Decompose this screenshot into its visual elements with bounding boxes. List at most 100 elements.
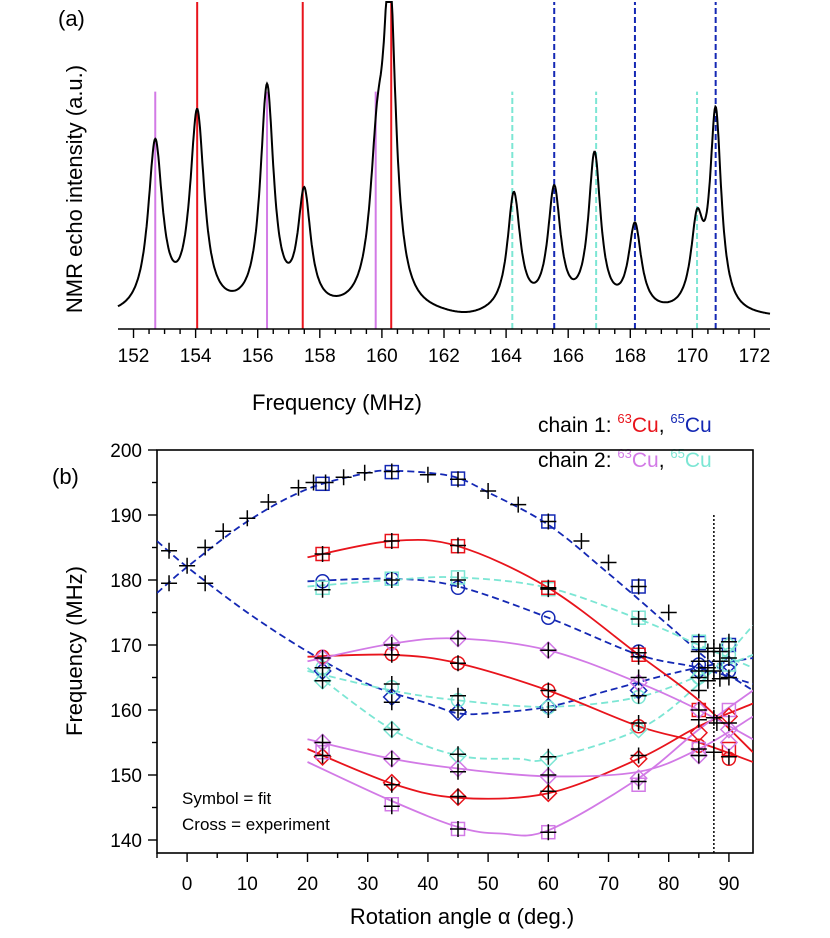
experiment-cross — [383, 572, 400, 588]
experiment-cross — [711, 653, 728, 670]
fit-curve-chain2_65Cu-3 — [307, 576, 753, 669]
panel-b-x-tick-label: 20 — [297, 874, 318, 895]
panel-a-label: (a) — [58, 6, 85, 31]
experiment-cross — [450, 702, 467, 718]
fit-curve-chain2_63Cu-9 — [307, 637, 753, 741]
experiment-cross — [711, 670, 728, 687]
cross-note: Cross = experiment — [182, 815, 330, 834]
experiment-cross — [630, 578, 647, 595]
experiment-cross — [540, 702, 557, 718]
panel-b-x-tick-label: 60 — [538, 874, 559, 895]
experiment-cross — [335, 469, 352, 486]
fit-symbol-diamond-chain2_63Cu — [719, 720, 739, 739]
fit-symbol-diamond-chain2_65Cu — [448, 746, 468, 765]
spectrum-stick-lines — [154, 2, 717, 329]
experiment-cross — [600, 554, 617, 571]
panel-b-y-tick-label: 160 — [110, 701, 142, 722]
fit-symbol-diamond-chain2_63Cu — [382, 749, 401, 768]
experiment-cross — [215, 523, 232, 540]
legend-chain2-prefix: chain 2: — [538, 449, 617, 472]
panel-a-x-tick-label: 152 — [118, 346, 150, 367]
experiment-cross — [450, 655, 467, 672]
panel-b-y-tick-label: 150 — [110, 766, 142, 787]
experiment-cross — [540, 748, 557, 765]
experiment-cross — [383, 646, 400, 663]
experiment-cross — [314, 734, 331, 751]
experiment-cross — [720, 633, 737, 650]
panel-b-y-tick-label: 200 — [110, 441, 142, 462]
experiment-cross — [630, 747, 647, 764]
panel-a-x-tick-label: 166 — [552, 346, 584, 367]
fit-symbols — [313, 464, 739, 840]
panel-b-y-tick-label: 180 — [110, 571, 142, 592]
panel-b-x-tick-label: 10 — [237, 874, 258, 895]
experiment-cross — [419, 466, 436, 483]
panel-b-y-ticks: 140 150 160 170 180 190 200 — [110, 441, 157, 852]
panel-a-x-tick-label: 168 — [614, 346, 646, 367]
experiment-cross — [540, 513, 557, 530]
experiment-cross — [383, 533, 400, 549]
panel-b-x-tick-label: 50 — [478, 874, 499, 895]
experiment-cross — [450, 471, 467, 488]
experiment-cross — [573, 533, 590, 549]
experiment-crosses — [161, 463, 737, 841]
panel-a-x-tick-label: 164 — [490, 346, 522, 367]
experiment-cross — [383, 721, 400, 738]
panel-b-y-tick-label: 170 — [110, 636, 142, 657]
experiment-cross — [239, 510, 256, 527]
experiment-cross — [708, 715, 725, 731]
panel-a-x-tick-label: 170 — [677, 346, 709, 367]
panel-b-x-tick-label: 0 — [182, 874, 193, 895]
fit-curve-chain2_63Cu-10 — [307, 715, 753, 778]
experiment-cross — [314, 650, 331, 666]
experiment-cross — [510, 496, 527, 513]
experiment-cross — [314, 581, 331, 598]
legend-chain1: chain 1: 63Cu, 65Cu — [538, 411, 712, 437]
fit-symbol-square-chain1_65Cu — [315, 476, 330, 492]
experiment-cross — [630, 611, 647, 627]
panel-b-plot-frame — [156, 449, 754, 854]
experiment-cross — [540, 767, 557, 783]
legend-chain1-iso65: 65 — [670, 411, 684, 426]
legend: chain 1: 63Cu, 65Cu chain 2: 63Cu, 65Cu — [538, 411, 712, 472]
fit-symbol-diamond-chain2_65Cu — [313, 671, 332, 690]
fit-symbol-diamond-chain1_63Cu — [448, 787, 468, 807]
panel-b-x-tick-label: 90 — [718, 874, 739, 895]
panel-a-x-tick-label: 154 — [180, 346, 212, 367]
panel-b-x-axis-label: Rotation angle α (deg.) — [350, 904, 574, 929]
experiment-cross — [720, 669, 737, 686]
fit-curve-chain1_65Cu-1 — [157, 540, 753, 716]
experiment-cross — [540, 783, 557, 800]
fit-symbol-diamond-chain2_63Cu — [689, 746, 709, 765]
experiment-cross — [630, 648, 647, 665]
experiment-cross — [540, 824, 557, 841]
panel-a-y-axis-label: NMR echo intensity (a.u.) — [62, 65, 87, 313]
nmr-spectrum-line — [117, 1, 771, 315]
experiment-cross — [450, 788, 467, 805]
experiment-cross — [383, 776, 400, 793]
legend-chain2-el65: Cu — [685, 449, 712, 472]
panel-b-y-axis-label: Frequency (MHz) — [62, 566, 87, 736]
legend-chain2-iso63: 63 — [617, 446, 631, 461]
experiment-cross — [630, 715, 647, 731]
legend-chain1-prefix: chain 1: — [538, 414, 617, 437]
experiment-cross — [540, 642, 557, 659]
experiment-cross — [197, 575, 214, 592]
experiment-cross — [540, 581, 557, 598]
experiment-cross — [450, 746, 467, 763]
panel-a-x-tick-label: 162 — [428, 346, 460, 367]
fit-curve-chain2_63Cu-11 — [307, 689, 753, 837]
experiment-cross — [630, 773, 647, 790]
panel-b-x-tick-label: 40 — [417, 874, 438, 895]
experiment-cross — [690, 682, 707, 699]
experiment-cross — [314, 546, 331, 562]
experiment-cross — [161, 542, 178, 559]
experiment-cross — [690, 747, 707, 764]
fit-symbol-diamond-chain1_63Cu — [689, 723, 709, 742]
panel-b-label: (b) — [52, 464, 79, 489]
fit-symbol-diamond-chain2_65Cu — [382, 720, 401, 739]
experiment-cross — [383, 676, 400, 692]
panel-b-y-tick-label: 140 — [110, 831, 142, 852]
panel-a-x-tick-label: 158 — [304, 346, 336, 367]
